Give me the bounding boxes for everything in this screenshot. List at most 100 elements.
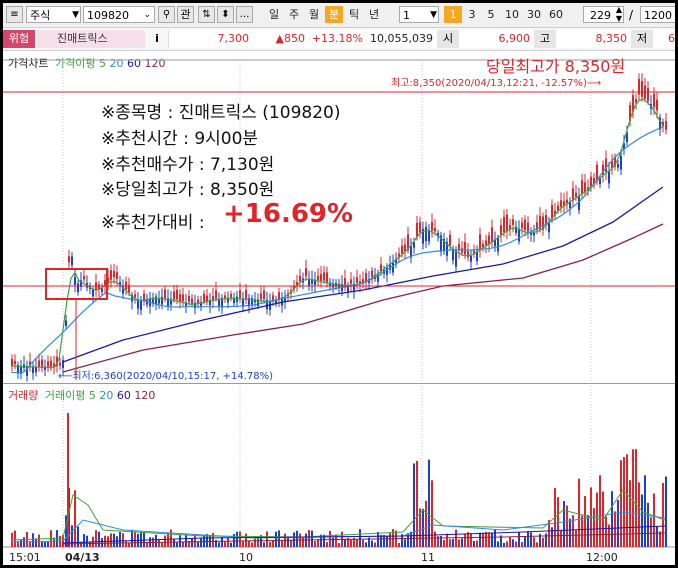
price-candle xyxy=(479,234,481,251)
volume-bar xyxy=(281,540,283,547)
volume-bar xyxy=(593,508,595,547)
stepper-icon[interactable]: ⬍ xyxy=(217,6,234,23)
chevron-down-icon: ▼ xyxy=(72,10,79,20)
transfer-icon[interactable]: ⇅ xyxy=(198,6,215,23)
price-change: ▲850 xyxy=(253,30,309,48)
volume-bar xyxy=(356,539,358,547)
interval-button-5[interactable]: 5 xyxy=(487,8,495,21)
interval-select[interactable]: 1 ▼ xyxy=(399,6,439,23)
more-icon[interactable]: … xyxy=(236,6,253,23)
volume-bar xyxy=(485,531,487,547)
price-candle xyxy=(464,241,466,255)
price-candle xyxy=(359,281,361,285)
volume-bar xyxy=(467,532,469,547)
price-candle xyxy=(470,256,472,262)
price-candle xyxy=(20,366,22,374)
volume-bar xyxy=(443,539,445,547)
interval-button-10[interactable]: 10 xyxy=(505,8,519,21)
price-candle xyxy=(569,201,571,209)
interval-1-button[interactable]: 1 xyxy=(444,6,462,23)
volume-bar xyxy=(389,532,391,547)
volume-bar xyxy=(545,533,547,547)
chart-canvas[interactable] xyxy=(3,50,675,565)
stock-name[interactable]: 진매트릭스 xyxy=(37,30,145,48)
price-candle xyxy=(602,164,604,175)
volume-bar xyxy=(635,449,637,547)
kwan-button[interactable]: 관 xyxy=(177,6,194,23)
volume-bar xyxy=(362,539,364,547)
volume-bar xyxy=(437,536,439,547)
volume-bar xyxy=(491,532,493,547)
volume-bar xyxy=(203,535,205,547)
price-candle xyxy=(50,360,52,367)
volume-bar xyxy=(227,537,229,547)
volume-bar xyxy=(452,539,454,547)
volume-bar xyxy=(95,530,97,547)
volume-ma-20: 20 xyxy=(99,389,114,402)
interval-button-30[interactable]: 30 xyxy=(527,8,541,21)
warning-badge-label: 위험 xyxy=(8,32,30,45)
period-tab-0[interactable]: 일 xyxy=(268,8,280,21)
price-candle xyxy=(401,245,403,255)
volume-bar xyxy=(332,537,334,547)
volume-bar xyxy=(578,478,580,547)
menu-icon[interactable]: ≡ xyxy=(6,6,23,23)
price-candle xyxy=(515,226,517,233)
volume-bar xyxy=(41,541,43,547)
chevron-down-icon: ▼ xyxy=(430,10,437,20)
price-candle xyxy=(329,282,331,287)
info-button[interactable]: i xyxy=(149,30,165,48)
interval-button-60[interactable]: 60 xyxy=(549,8,563,21)
search-icon[interactable]: ⚲ xyxy=(158,6,175,23)
period-tab-3[interactable]: 분 xyxy=(325,6,343,23)
price-candle xyxy=(251,298,253,305)
period-tab-2[interactable]: 월 xyxy=(308,8,320,21)
total-input[interactable]: 1200 xyxy=(640,6,675,23)
price-candle xyxy=(74,276,76,285)
volume-bar xyxy=(158,538,160,547)
info-line-name: ※종목명 : 진매트릭스 (109820) xyxy=(101,103,341,123)
price-candle xyxy=(326,272,328,283)
price-candle xyxy=(578,196,580,211)
volume-bar xyxy=(17,541,19,547)
period-tab-1[interactable]: 주 xyxy=(288,8,300,21)
market-select[interactable]: 주식 ▼ xyxy=(26,6,81,23)
volume-ma-60: 60 xyxy=(116,389,131,402)
period-tab-5[interactable]: 년 xyxy=(368,8,380,21)
price-candle xyxy=(632,95,634,112)
price-candle xyxy=(41,359,43,368)
volume-legend-title: 거래량 xyxy=(8,389,39,402)
code-input[interactable]: 109820 ⌄ xyxy=(83,6,155,23)
volume-bar xyxy=(563,500,565,547)
volume-bar xyxy=(431,480,433,547)
volume-ma-lines xyxy=(10,489,666,545)
count-separator: / xyxy=(629,8,634,22)
interval-button-3[interactable]: 3 xyxy=(468,8,476,21)
volume-bar xyxy=(98,531,100,547)
price-candle xyxy=(272,295,274,301)
price-candle xyxy=(236,296,238,302)
price-candle xyxy=(275,300,277,304)
kwan-button-label: 관 xyxy=(180,8,191,21)
price-candle xyxy=(425,227,427,241)
volume-bar xyxy=(188,540,190,547)
count-input[interactable]: 229 ▲ ▼ xyxy=(583,5,624,23)
price-candle xyxy=(659,117,661,130)
period-tab-4[interactable]: 틱 xyxy=(348,8,360,21)
price-candle xyxy=(44,366,46,370)
price-candle xyxy=(134,294,136,298)
price-candle xyxy=(575,192,577,198)
price-candle xyxy=(332,283,334,288)
price-candle xyxy=(362,279,364,284)
volume-bar xyxy=(650,517,652,547)
volume-bar xyxy=(314,541,316,547)
volume-bar xyxy=(506,541,508,547)
volume-bar xyxy=(470,533,472,547)
open-label: 시 xyxy=(437,30,459,48)
price-candle xyxy=(224,295,226,299)
price-candle xyxy=(164,289,166,299)
price-candle xyxy=(182,294,184,302)
volume-bar xyxy=(587,514,589,547)
price-candle xyxy=(152,297,154,304)
volume-bar xyxy=(479,532,481,547)
